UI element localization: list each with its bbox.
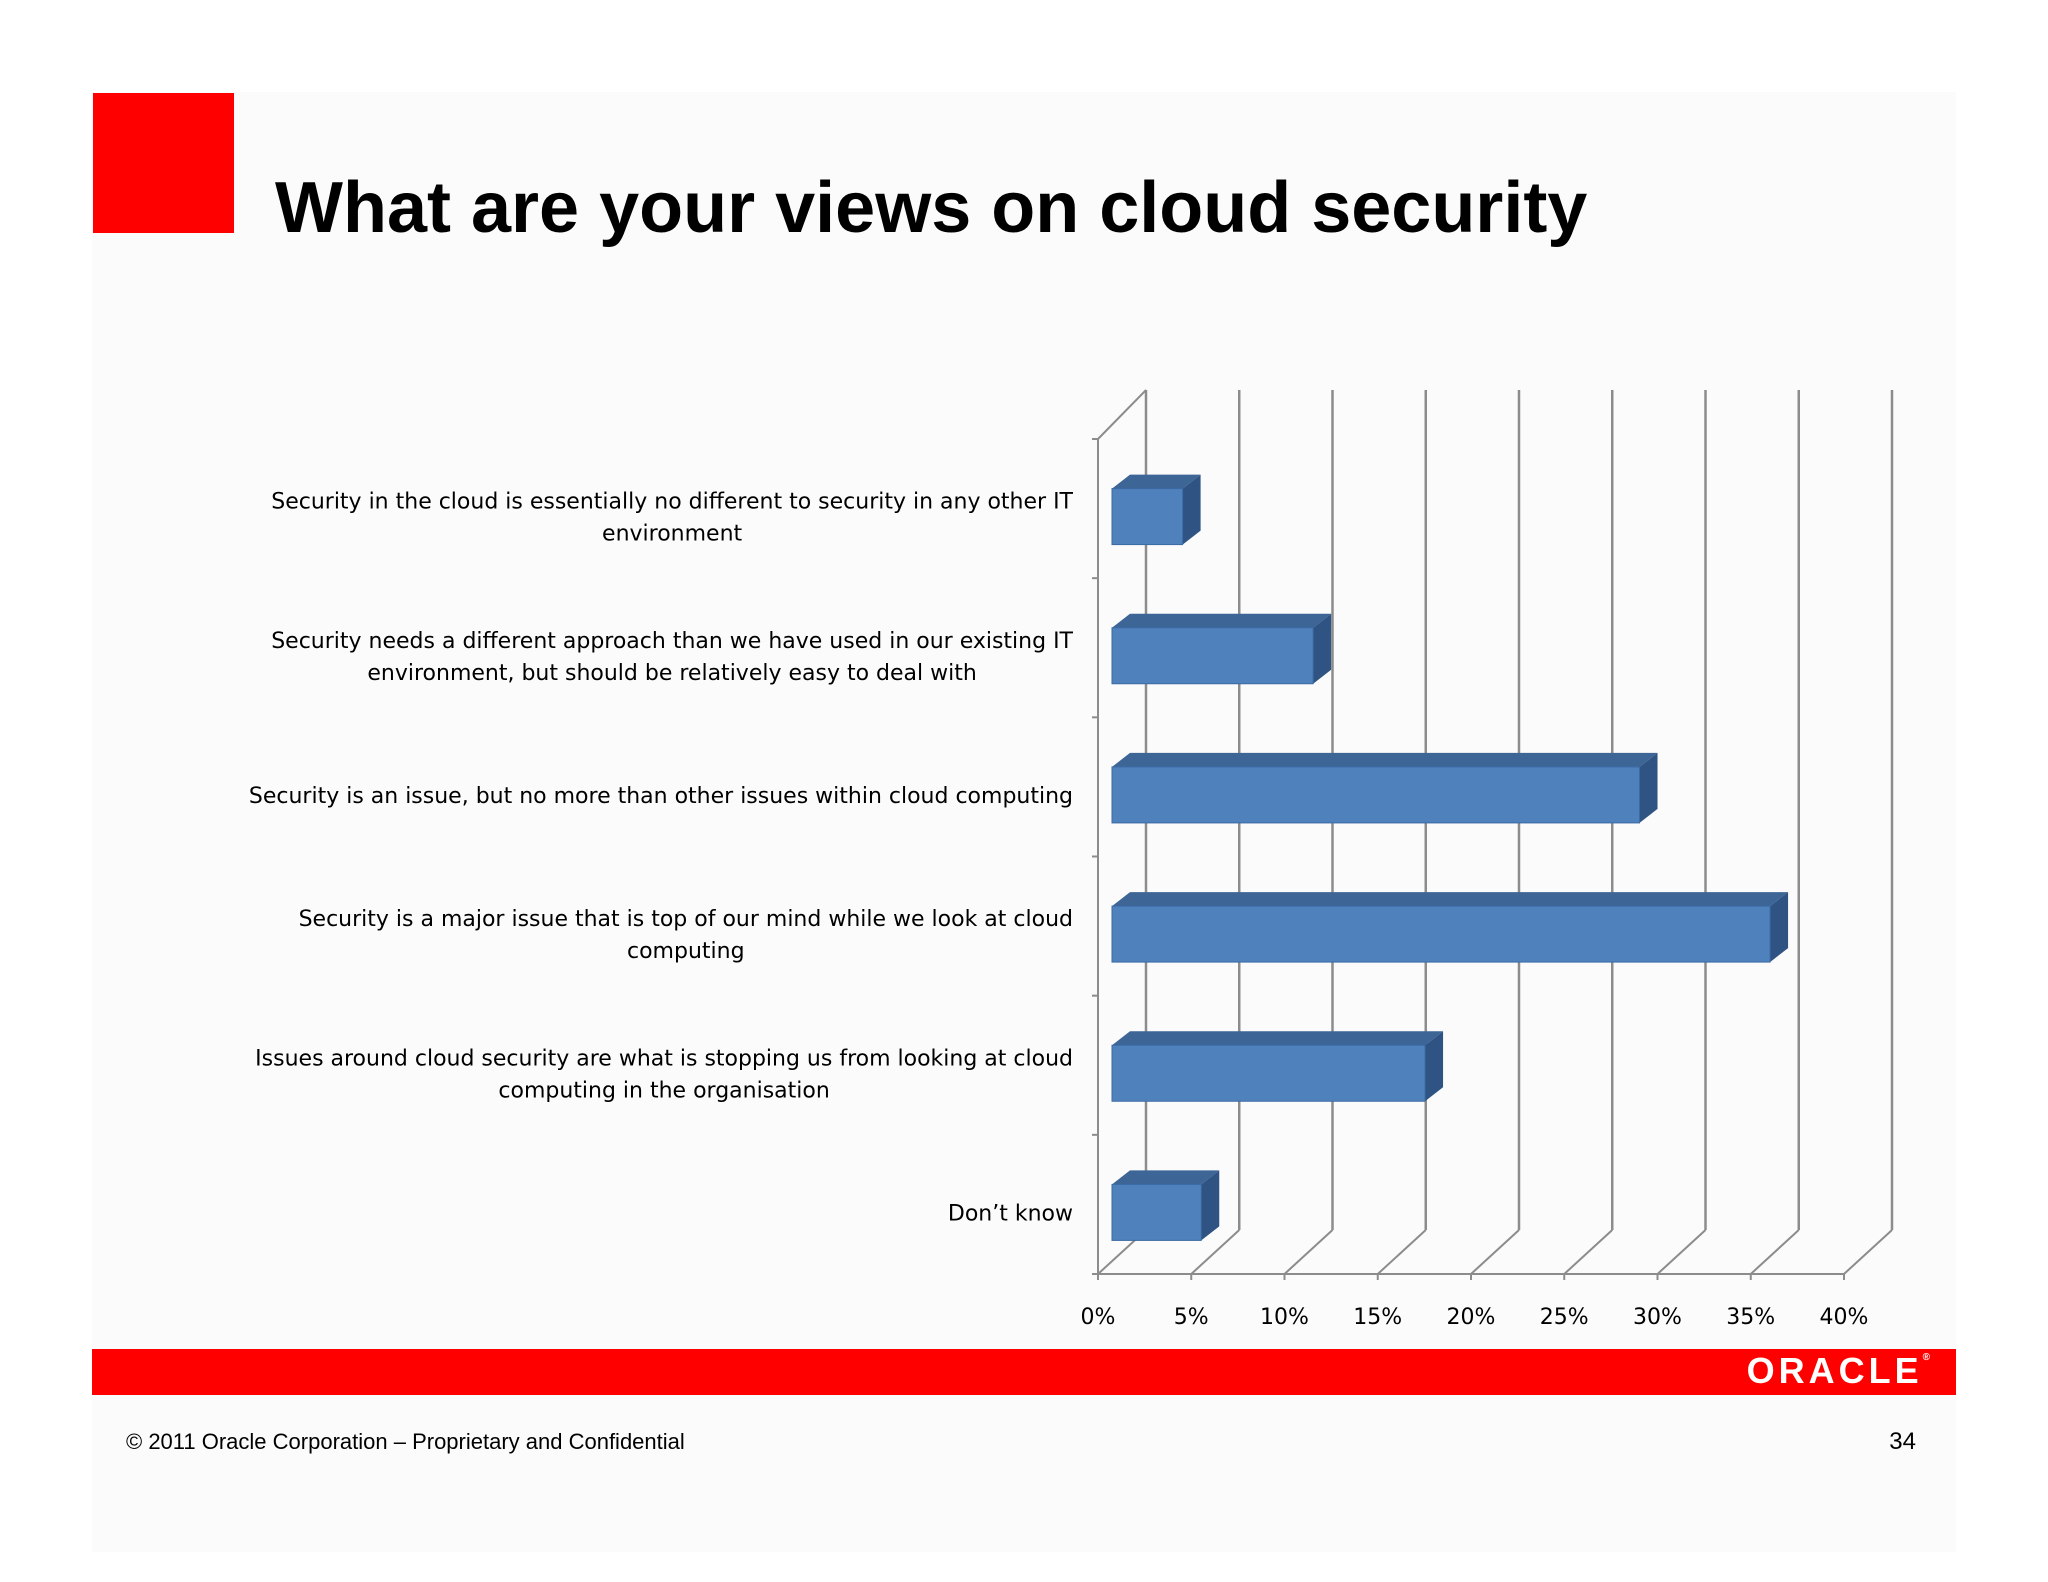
category-label-6: Don’t know xyxy=(948,1201,1073,1226)
slide-title: What are your views on cloud security xyxy=(275,168,1588,248)
category-label-line: Security in the cloud is essentially no … xyxy=(271,490,1073,515)
category-label-line: Security is an issue, but no more than o… xyxy=(249,784,1073,809)
category-label-line: environment xyxy=(602,522,742,547)
bar-front-face xyxy=(1111,1044,1426,1102)
registered-mark: ® xyxy=(1922,1352,1930,1363)
chart-x-axis-ticks: 0% 5% 10% 15% 20% 25% 30% 35% 40% xyxy=(1081,1305,1869,1330)
bar-front-face xyxy=(1111,1183,1202,1241)
bar-side-face xyxy=(1313,613,1332,684)
x-tick-label: 25% xyxy=(1540,1305,1589,1330)
oracle-logo-text: ORACLE xyxy=(1746,1350,1923,1391)
floor-line-5 xyxy=(1190,1229,1240,1275)
category-label-line: Issues around cloud security are what is… xyxy=(255,1046,1073,1071)
chart-grid xyxy=(1092,389,1894,1280)
footer-red-bar xyxy=(92,1349,1956,1395)
x-tick-label: 40% xyxy=(1820,1305,1869,1330)
bar-top-face xyxy=(1112,1170,1220,1185)
x-tick-label: 0% xyxy=(1081,1305,1116,1330)
category-label-3: Security is an issue, but no more than o… xyxy=(249,784,1073,809)
chart-bars xyxy=(1111,474,1789,1241)
bar-side-face xyxy=(1182,474,1201,545)
x-tick-label: 5% xyxy=(1174,1305,1209,1330)
category-label-line: computing xyxy=(627,939,745,964)
bar-side-face xyxy=(1770,892,1789,963)
bar-front-face xyxy=(1111,766,1641,824)
bar-side-face xyxy=(1201,1170,1220,1241)
bar-4 xyxy=(1111,892,1789,963)
x-tick-label: 15% xyxy=(1353,1305,1402,1330)
bar-top-face xyxy=(1112,613,1332,628)
bar-top-face xyxy=(1112,892,1789,907)
bar-6 xyxy=(1111,1170,1220,1241)
category-label-line: computing in the organisation xyxy=(498,1078,829,1103)
floor-line-25 xyxy=(1563,1229,1613,1275)
page-number: 34 xyxy=(1889,1428,1916,1455)
floor-line-30 xyxy=(1656,1229,1707,1275)
floor-line-40 xyxy=(1843,1229,1893,1275)
x-tick-label: 35% xyxy=(1726,1305,1775,1330)
x-tick-label: 30% xyxy=(1633,1305,1682,1330)
x-tick-label: 20% xyxy=(1447,1305,1496,1330)
bar-side-face xyxy=(1639,752,1658,823)
bar-2 xyxy=(1111,613,1332,685)
floor-line-35 xyxy=(1750,1229,1800,1275)
bar-top-face xyxy=(1112,1031,1444,1046)
floor-line-15 xyxy=(1377,1229,1427,1275)
category-label-line: Don’t know xyxy=(948,1201,1073,1226)
category-label-line: Security is a major issue that is top of… xyxy=(299,907,1073,932)
bar-3 xyxy=(1111,752,1658,824)
category-label-line: Security needs a different approach than… xyxy=(271,629,1073,654)
category-label-5: Issues around cloud security are what is… xyxy=(255,1046,1073,1103)
oracle-logo: ORACLE® xyxy=(1747,1353,1930,1389)
floor-line-10 xyxy=(1283,1229,1334,1275)
depth-edge-top xyxy=(1097,389,1147,440)
category-label-1: Security in the cloud is essentially no … xyxy=(271,490,1073,547)
bar-1 xyxy=(1111,474,1201,546)
bar-front-face xyxy=(1111,488,1184,546)
floor-line-20 xyxy=(1470,1229,1520,1275)
brand-red-square xyxy=(93,93,234,233)
bar-top-face xyxy=(1112,752,1658,767)
copyright-text: © 2011 Oracle Corporation – Proprietary … xyxy=(126,1429,685,1454)
bar-front-face xyxy=(1111,627,1314,685)
chart-category-labels: Security in the cloud is essentially no … xyxy=(249,490,1074,1227)
bar-top-face xyxy=(1112,474,1201,489)
bar-5 xyxy=(1111,1031,1444,1102)
bar-front-face xyxy=(1111,905,1771,963)
category-label-line: environment, but should be relatively ea… xyxy=(367,661,976,686)
category-label-2: Security needs a different approach than… xyxy=(271,629,1073,686)
x-tick-label: 10% xyxy=(1260,1305,1309,1330)
category-label-4: Security is a major issue that is top of… xyxy=(299,907,1073,964)
bar-side-face xyxy=(1425,1031,1444,1102)
slide-background-panel xyxy=(92,92,1956,1552)
